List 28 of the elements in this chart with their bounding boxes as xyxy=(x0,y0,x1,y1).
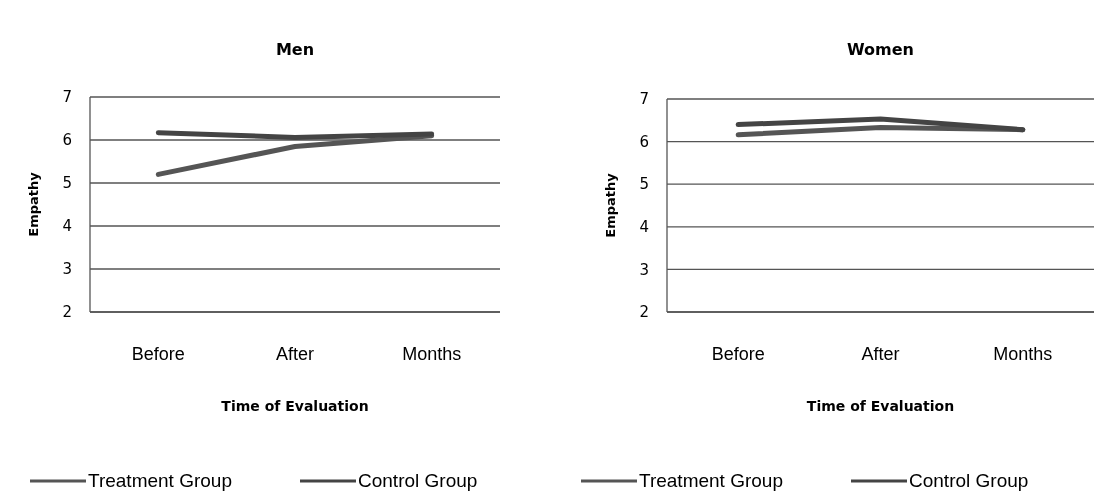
y-tick-label: 4 xyxy=(62,217,72,236)
legend-label: Control Group xyxy=(909,470,1029,491)
x-axis-title: Time of Evaluation xyxy=(806,398,955,414)
x-axis-title: Time of Evaluation xyxy=(221,398,369,414)
y-tick-label: 2 xyxy=(62,303,72,322)
y-tick-label: 5 xyxy=(62,174,72,193)
y-axis-title: Empathy xyxy=(603,172,618,238)
x-tick-label: Months xyxy=(993,344,1053,364)
y-tick-label: 6 xyxy=(62,131,72,150)
legend-label: Control Group xyxy=(358,470,478,491)
x-tick-label: After xyxy=(275,344,315,364)
y-tick-label: 3 xyxy=(639,260,649,279)
y-tick-label: 2 xyxy=(639,303,649,322)
y-tick-label: 3 xyxy=(62,260,72,279)
y-tick-label: 5 xyxy=(639,175,649,194)
chart-title: Men xyxy=(275,40,315,59)
x-tick-label: Before xyxy=(711,344,765,364)
chart-title: Women xyxy=(847,40,914,59)
x-tick-label: Before xyxy=(131,344,185,364)
x-tick-label: Months xyxy=(402,344,462,364)
y-tick-label: 7 xyxy=(639,90,649,109)
y-axis-title: Empathy xyxy=(26,171,41,237)
y-tick-label: 4 xyxy=(639,218,649,237)
x-tick-label: After xyxy=(861,344,900,364)
legend-label: Treatment Group xyxy=(88,470,232,491)
y-tick-label: 6 xyxy=(639,132,649,151)
legend-label: Treatment Group xyxy=(639,470,783,491)
y-tick-label: 7 xyxy=(62,88,72,107)
